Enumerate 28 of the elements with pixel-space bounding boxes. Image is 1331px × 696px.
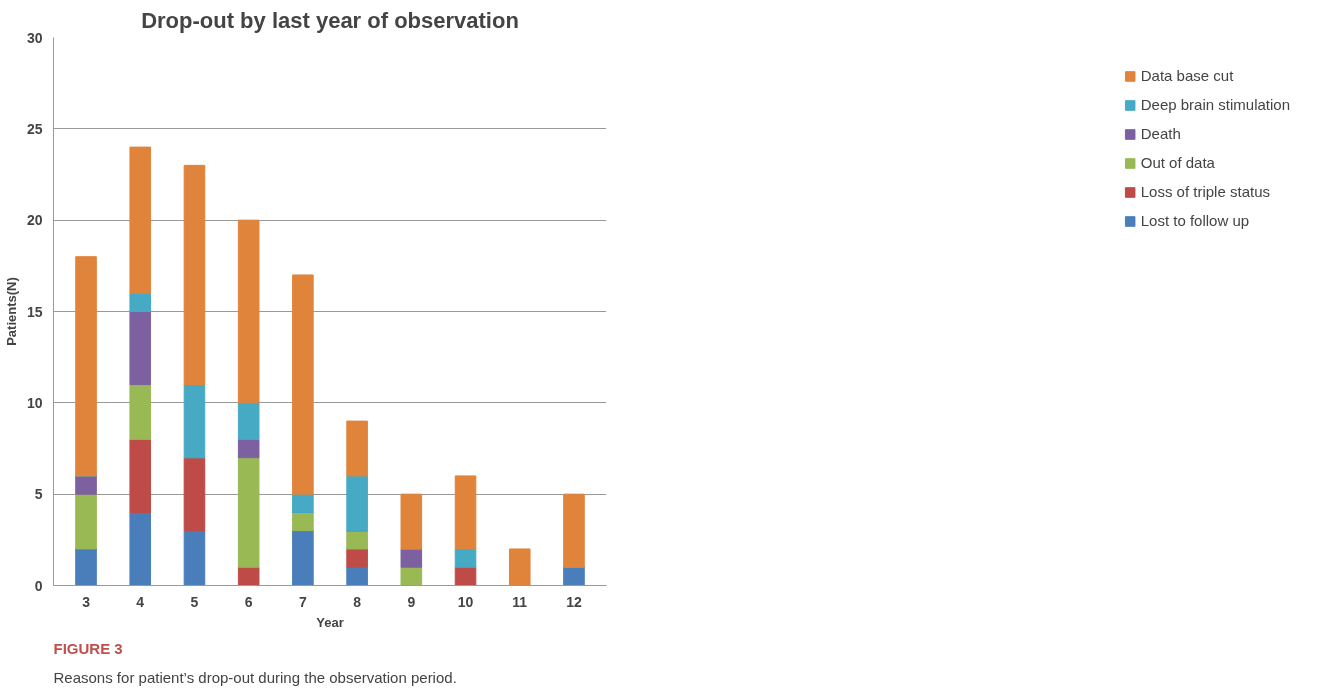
y-axis-title: Patients(N): [3, 277, 19, 346]
y-tick-label: 0: [34, 577, 43, 594]
legend-label: Out of data: [1140, 154, 1215, 171]
chart-title: Drop-out by last year of observation: [141, 7, 519, 33]
text: Reasons for patient’s drop-out during the observation period.: [53, 668, 457, 686]
legend-label: Data base cut: [1140, 67, 1234, 84]
x-tick-label: 12: [566, 593, 582, 610]
x-tick-label: 11: [512, 593, 528, 610]
x-axis-title: Year: [316, 614, 344, 630]
y-tick-label: 5: [34, 486, 43, 503]
y-tick-label: 10: [26, 394, 43, 411]
x-tick-label: 10: [457, 593, 474, 610]
x-tick-label: 3: [82, 593, 91, 610]
y-tick-label: 30: [26, 29, 43, 46]
x-tick-label: 7: [299, 593, 307, 610]
caption: FIGURE 3: [53, 639, 123, 657]
x-tick-label: 8: [353, 593, 362, 610]
x-tick-label: 6: [244, 593, 253, 610]
legend-label: Deep brain stimulation: [1140, 96, 1290, 113]
legend-label: Lost to follow up: [1140, 212, 1250, 229]
y-tick-label: 20: [26, 212, 43, 229]
legend-label: Loss of triple status: [1140, 183, 1270, 200]
x-tick-label: 5: [190, 593, 199, 610]
y-tick-label: 15: [26, 303, 43, 320]
x-tick-label: 4: [136, 593, 145, 610]
x-tick-label: 9: [407, 593, 416, 610]
legend-label: Death: [1140, 125, 1181, 142]
y-tick-label: 25: [26, 120, 43, 137]
